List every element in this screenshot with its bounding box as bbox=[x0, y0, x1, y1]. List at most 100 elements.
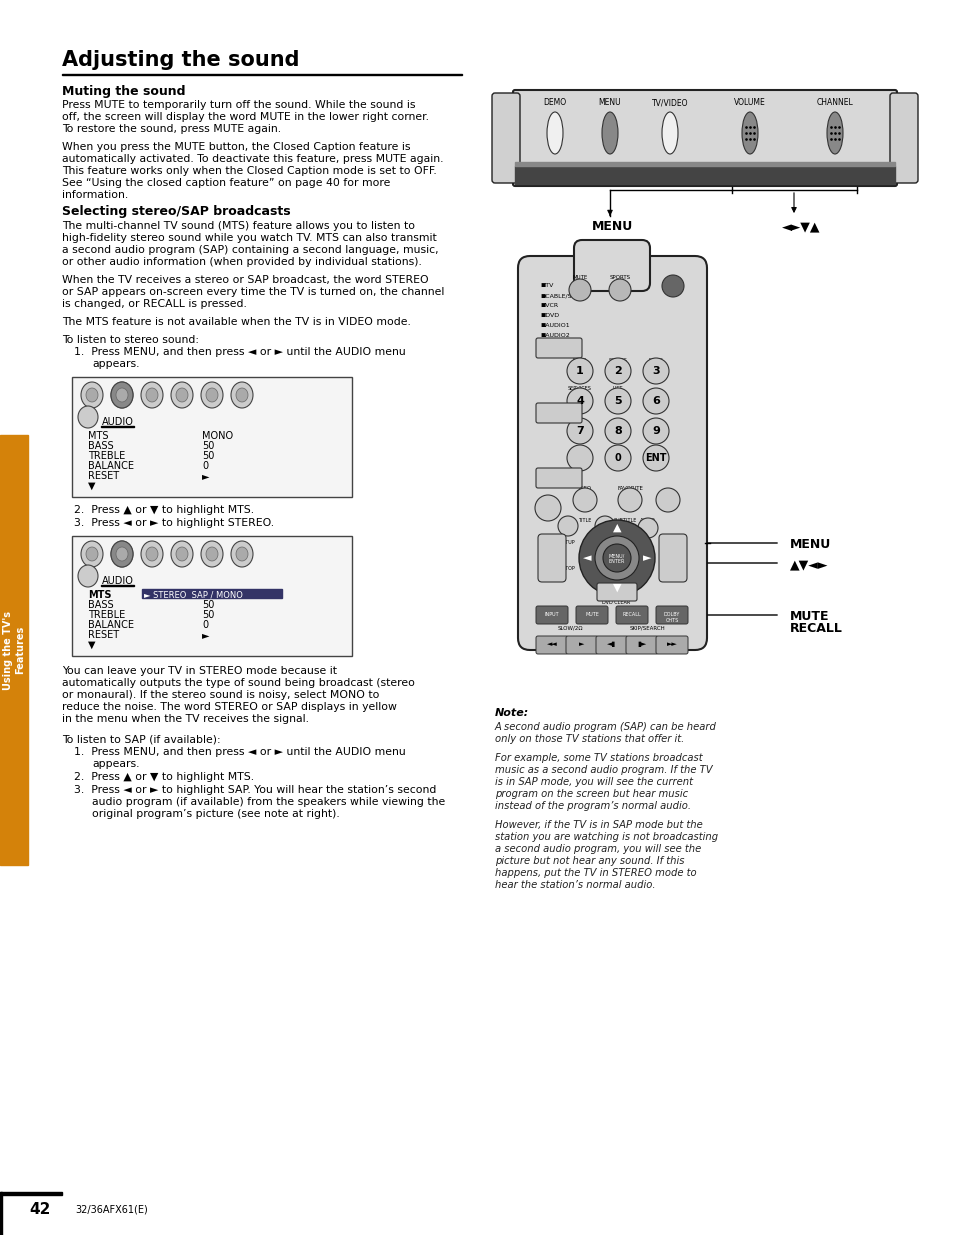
Ellipse shape bbox=[201, 382, 223, 408]
FancyBboxPatch shape bbox=[656, 606, 687, 624]
Text: When you press the MUTE button, the Closed Caption feature is: When you press the MUTE button, the Clos… bbox=[62, 142, 410, 152]
Circle shape bbox=[642, 388, 668, 414]
Text: reduce the noise. The word STEREO or SAP displays in yellow: reduce the noise. The word STEREO or SAP… bbox=[62, 701, 396, 713]
Ellipse shape bbox=[175, 388, 188, 403]
Text: is changed, or RECALL is pressed.: is changed, or RECALL is pressed. bbox=[62, 299, 247, 309]
Ellipse shape bbox=[235, 388, 248, 403]
Text: RECALL: RECALL bbox=[789, 622, 842, 635]
Circle shape bbox=[602, 543, 630, 572]
Text: ◄: ◄ bbox=[582, 553, 591, 563]
Text: ►: ► bbox=[578, 641, 584, 647]
Circle shape bbox=[608, 279, 630, 301]
Circle shape bbox=[595, 536, 639, 580]
Text: ENT: ENT bbox=[644, 453, 666, 463]
FancyBboxPatch shape bbox=[597, 583, 637, 601]
Text: 1.  Press MENU, and then press ◄ or ► until the AUDIO menu: 1. Press MENU, and then press ◄ or ► unt… bbox=[74, 747, 405, 757]
Text: ▲▼◄►: ▲▼◄► bbox=[789, 558, 827, 571]
Ellipse shape bbox=[146, 388, 158, 403]
Text: high-fidelity stereo sound while you watch TV. MTS can also transmit: high-fidelity stereo sound while you wat… bbox=[62, 233, 436, 243]
Text: DEMO: DEMO bbox=[543, 98, 566, 107]
FancyBboxPatch shape bbox=[625, 636, 658, 655]
Text: 4: 4 bbox=[576, 396, 583, 406]
Text: ◼TV: ◼TV bbox=[539, 283, 553, 288]
Text: MUTE: MUTE bbox=[572, 275, 587, 280]
Text: 42: 42 bbox=[30, 1202, 51, 1216]
Text: ▼: ▼ bbox=[88, 480, 95, 492]
Text: 3: 3 bbox=[652, 366, 659, 375]
Text: 8: 8 bbox=[614, 426, 621, 436]
Text: Note:: Note: bbox=[495, 708, 529, 718]
Bar bbox=[515, 165, 894, 184]
Circle shape bbox=[578, 520, 655, 597]
FancyBboxPatch shape bbox=[536, 468, 581, 488]
Text: MOVE: MOVE bbox=[572, 358, 587, 363]
Text: hear the station’s normal audio.: hear the station’s normal audio. bbox=[495, 881, 655, 890]
Text: DOLBY
CHTS: DOLBY CHTS bbox=[663, 613, 679, 622]
Bar bbox=[0, 435, 28, 864]
Ellipse shape bbox=[81, 382, 103, 408]
Circle shape bbox=[535, 495, 560, 521]
Text: SLEEP: SLEEP bbox=[612, 287, 627, 291]
Circle shape bbox=[595, 516, 615, 536]
Text: The multi-channel TV sound (MTS) feature allows you to listen to: The multi-channel TV sound (MTS) feature… bbox=[62, 221, 415, 231]
Circle shape bbox=[566, 445, 593, 471]
Text: ◼DVD: ◼DVD bbox=[539, 312, 558, 317]
Text: or other audio information (when provided by individual stations).: or other audio information (when provide… bbox=[62, 257, 421, 267]
Text: in the menu when the TV receives the signal.: in the menu when the TV receives the sig… bbox=[62, 714, 309, 724]
FancyBboxPatch shape bbox=[536, 636, 567, 655]
Text: automatically outputs the type of sound being broadcast (stereo: automatically outputs the type of sound … bbox=[62, 678, 415, 688]
Text: ◼CABLE/SAT: ◼CABLE/SAT bbox=[539, 293, 578, 298]
Text: MENU/: MENU/ bbox=[608, 555, 624, 559]
FancyBboxPatch shape bbox=[574, 240, 649, 291]
Text: ▼: ▼ bbox=[669, 566, 676, 576]
Text: only on those TV stations that offer it.: only on those TV stations that offer it. bbox=[495, 734, 683, 743]
Text: off, the screen will display the word MUTE in the lower right corner.: off, the screen will display the word MU… bbox=[62, 112, 429, 122]
Text: GUIDE: GUIDE bbox=[539, 505, 556, 510]
Circle shape bbox=[618, 488, 641, 513]
Ellipse shape bbox=[171, 541, 193, 567]
Circle shape bbox=[642, 445, 668, 471]
Circle shape bbox=[661, 275, 683, 296]
Text: music as a second audio program. If the TV: music as a second audio program. If the … bbox=[495, 764, 712, 776]
Text: To listen to stereo sound:: To listen to stereo sound: bbox=[62, 335, 199, 345]
Text: 3.  Press ◄ or ► to highlight STEREO.: 3. Press ◄ or ► to highlight STEREO. bbox=[74, 517, 274, 529]
Circle shape bbox=[566, 358, 593, 384]
Text: station you are watching is not broadcasting: station you are watching is not broadcas… bbox=[495, 832, 718, 842]
Ellipse shape bbox=[78, 564, 98, 587]
Ellipse shape bbox=[171, 382, 193, 408]
Text: 0: 0 bbox=[202, 461, 208, 471]
FancyBboxPatch shape bbox=[536, 403, 581, 424]
Ellipse shape bbox=[111, 382, 132, 408]
Text: or monaural). If the stereo sound is noisy, select MONO to: or monaural). If the stereo sound is noi… bbox=[62, 690, 379, 700]
FancyBboxPatch shape bbox=[517, 256, 706, 650]
Ellipse shape bbox=[741, 112, 758, 154]
Text: 1.  Press MENU, and then press ◄ or ► until the AUDIO menu: 1. Press MENU, and then press ◄ or ► unt… bbox=[74, 347, 405, 357]
Text: ► STEREO  SAP / MONO: ► STEREO SAP / MONO bbox=[144, 590, 243, 599]
Text: JOY: JOY bbox=[576, 287, 583, 291]
Text: SERVICES: SERVICES bbox=[567, 387, 591, 391]
Text: ▼: ▼ bbox=[548, 566, 555, 576]
Ellipse shape bbox=[601, 112, 618, 154]
Text: 100/: 100/ bbox=[574, 445, 585, 450]
Circle shape bbox=[566, 388, 593, 414]
Ellipse shape bbox=[826, 112, 842, 154]
Text: SKIP/SEARCH: SKIP/SEARCH bbox=[630, 626, 665, 631]
Text: 50: 50 bbox=[202, 610, 214, 620]
Ellipse shape bbox=[146, 547, 158, 561]
Text: RECALL: RECALL bbox=[622, 613, 640, 618]
Ellipse shape bbox=[111, 382, 132, 408]
FancyBboxPatch shape bbox=[596, 636, 627, 655]
Ellipse shape bbox=[235, 547, 248, 561]
Text: TREBLE: TREBLE bbox=[88, 451, 125, 461]
Text: VOLUME: VOLUME bbox=[734, 98, 765, 107]
Text: TREBLE: TREBLE bbox=[88, 610, 125, 620]
FancyBboxPatch shape bbox=[889, 93, 917, 183]
Text: 50: 50 bbox=[202, 600, 214, 610]
Text: SPORTS: SPORTS bbox=[608, 358, 627, 363]
Text: RESET: RESET bbox=[88, 630, 119, 640]
Text: 2: 2 bbox=[614, 366, 621, 375]
Text: a second audio program (SAP) containing a second language, music,: a second audio program (SAP) containing … bbox=[62, 245, 438, 254]
Text: BASS: BASS bbox=[88, 441, 113, 451]
Text: ►►: ►► bbox=[666, 641, 677, 647]
Text: 5: 5 bbox=[614, 396, 621, 406]
